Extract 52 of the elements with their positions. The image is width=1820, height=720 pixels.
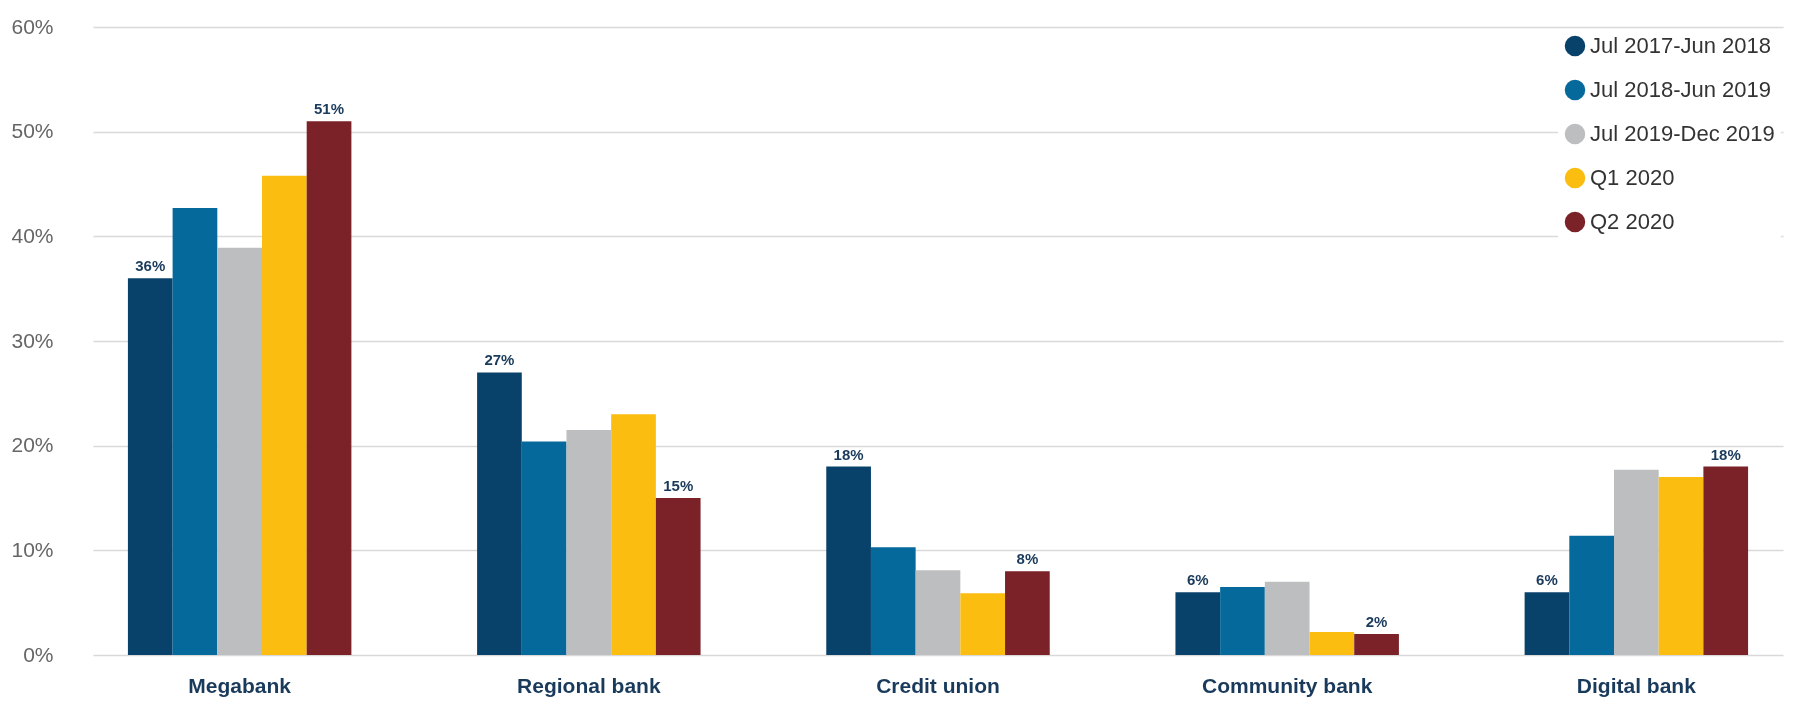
bar	[1264, 581, 1310, 655]
bar	[1309, 631, 1355, 655]
y-tick-label: 60%	[11, 14, 54, 38]
bar	[1005, 571, 1050, 655]
data-label: 27%	[484, 351, 515, 369]
y-tick-label: 10%	[11, 537, 54, 561]
bar	[611, 414, 656, 655]
bar	[566, 429, 612, 655]
legend-label: Q1 2020	[1590, 165, 1675, 190]
y-tick-label: 40%	[11, 223, 54, 247]
legend-label: Jul 2019-Dec 2019	[1590, 121, 1775, 146]
y-tick-label: 30%	[11, 328, 54, 352]
y-tick-label: 0%	[23, 642, 54, 666]
bar	[826, 466, 871, 655]
legend-label: Jul 2018-Jun 2019	[1590, 77, 1772, 102]
legend-label: Q2 2020	[1590, 209, 1675, 234]
data-label: 6%	[1186, 571, 1209, 589]
bar	[477, 372, 522, 655]
bar	[1524, 592, 1570, 655]
data-label: 8%	[1016, 550, 1039, 568]
data-label: 18%	[833, 445, 864, 463]
bar	[960, 593, 1006, 655]
bar	[1614, 469, 1659, 655]
bar	[655, 498, 701, 655]
bar	[127, 278, 173, 655]
bar	[1703, 466, 1749, 655]
x-tick-label: Community bank	[1201, 673, 1373, 697]
data-label: 18%	[1710, 445, 1741, 463]
data-label: 51%	[314, 100, 345, 118]
bar	[217, 247, 262, 655]
x-tick-label: Megabank	[188, 673, 292, 697]
legend-label: Jul 2017-Jun 2018	[1590, 33, 1772, 58]
bar	[870, 547, 916, 655]
bar	[1569, 535, 1614, 655]
data-label: 15%	[663, 477, 694, 494]
y-tick-label: 20%	[11, 433, 54, 457]
bar	[521, 441, 567, 655]
y-tick-label: 50%	[11, 119, 54, 143]
x-tick-label: Digital bank	[1576, 673, 1697, 697]
bar	[262, 175, 307, 655]
data-label: 2%	[1365, 613, 1388, 631]
bar	[1354, 634, 1399, 655]
bar	[915, 570, 961, 655]
bar	[172, 208, 218, 655]
bar	[306, 121, 352, 655]
data-label: 36%	[135, 257, 166, 275]
bar	[1658, 477, 1704, 655]
bar	[1220, 586, 1265, 655]
data-label: 6%	[1536, 571, 1558, 589]
x-tick-label: Regional bank	[517, 673, 661, 697]
bar	[1175, 592, 1221, 655]
x-tick-label: Credit union	[876, 673, 1000, 697]
